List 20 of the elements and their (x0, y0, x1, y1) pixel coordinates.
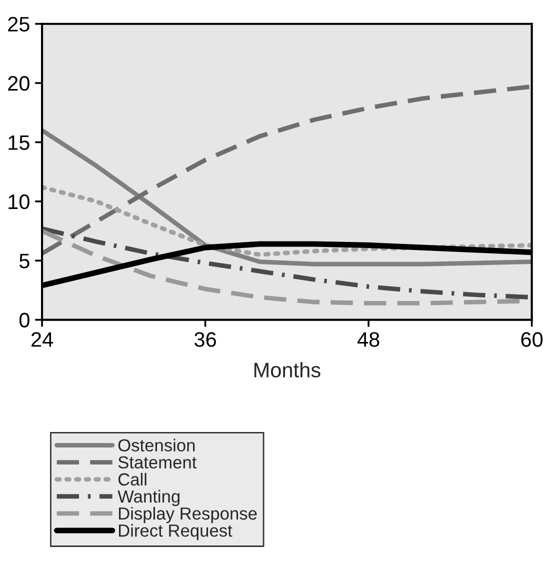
legend-label: Call (118, 472, 146, 486)
legend-label: Wanting (118, 490, 180, 506)
legend-label: Statement (118, 456, 197, 469)
x-axis-title: Months (254, 362, 320, 378)
y-tick-label: 5 (19, 254, 30, 268)
y-tick-label: 20 (8, 76, 30, 91)
y-tick-label: 0 (19, 312, 30, 328)
x-tick-label: 24 (32, 332, 54, 347)
x-tick-label: 60 (521, 332, 543, 347)
legend-label: Display Response (118, 506, 257, 524)
x-tick-label: 36 (194, 332, 216, 347)
line-series (42, 184, 532, 257)
legend-label: Ostension (118, 438, 195, 452)
y-tick-label: 15 (8, 135, 30, 150)
line-series (42, 128, 532, 266)
line-series (42, 84, 532, 256)
legend-label: Direct Request (118, 524, 232, 540)
y-tick-label: 10 (8, 194, 30, 210)
x-tick-label: 48 (357, 332, 380, 347)
y-tick-label: 25 (8, 16, 30, 32)
